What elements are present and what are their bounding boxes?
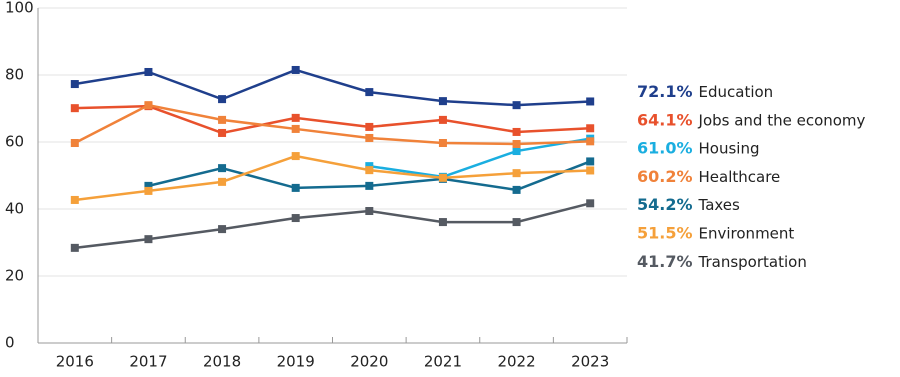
series-line (74, 103, 591, 146)
series-line (74, 202, 591, 250)
point-marker (512, 185, 521, 194)
point-marker (365, 88, 374, 97)
legend-value: 60.2% (637, 166, 693, 185)
series-line (74, 68, 591, 107)
y-tick-label: 60 (5, 133, 24, 151)
point-marker (291, 113, 300, 122)
legend-value: 72.1% (637, 82, 693, 101)
x-tick-label: 2023 (571, 353, 609, 371)
point-marker (218, 177, 227, 186)
legend-value: 64.1% (637, 110, 693, 129)
point-marker (291, 214, 300, 223)
point-marker (144, 67, 153, 76)
point-marker (586, 199, 595, 208)
legend-value: 41.7% (637, 251, 693, 270)
legend-label: Environment (699, 224, 795, 242)
point-marker (365, 133, 374, 142)
x-tick-label: 2022 (497, 353, 535, 371)
point-marker (365, 166, 374, 175)
point-marker (438, 173, 447, 182)
point-marker (291, 124, 300, 133)
point-marker (365, 162, 374, 171)
point-marker (70, 195, 79, 204)
point-marker (586, 97, 595, 106)
series-line (74, 104, 591, 135)
legend-entry: 51.5% Environment (637, 223, 794, 242)
point-marker (512, 101, 521, 110)
legend-label: Healthcare (699, 167, 781, 185)
point-marker (144, 235, 153, 244)
x-tick-label: 2021 (424, 353, 462, 371)
point-marker (586, 157, 595, 166)
point-marker (586, 137, 595, 146)
point-marker (218, 95, 227, 104)
point-marker (218, 128, 227, 137)
point-marker (438, 115, 447, 124)
x-tick-label: 2019 (277, 353, 315, 371)
point-marker (70, 80, 79, 89)
point-marker (218, 164, 227, 173)
point-marker (291, 183, 300, 192)
point-marker (218, 225, 227, 234)
x-tick-label: 2020 (350, 353, 388, 371)
y-tick-label: 40 (5, 200, 24, 218)
legend-label: Jobs and the economy (698, 111, 866, 129)
legend-value: 54.2% (637, 195, 693, 214)
legend-entry: 64.1% Jobs and the economy (637, 110, 866, 129)
legend-entry: 54.2% Taxes (637, 195, 740, 214)
point-marker (70, 243, 79, 252)
x-tick-label: 2017 (129, 353, 167, 371)
x-tick-label: 2018 (203, 353, 241, 371)
y-tick-label: 100 (5, 0, 34, 17)
point-marker (144, 186, 153, 195)
point-marker (512, 218, 521, 227)
point-marker (512, 140, 521, 149)
legend-label: Housing (699, 139, 760, 157)
y-tick-label: 80 (5, 66, 24, 84)
point-marker (291, 152, 300, 161)
legend-label: Transportation (698, 252, 807, 270)
legend-label: Taxes (698, 196, 741, 214)
legend-entry: 72.1% Education (637, 82, 773, 101)
x-tick-label: 2016 (56, 353, 94, 371)
legend-entry: 60.2% Healthcare (637, 166, 780, 185)
point-marker (70, 139, 79, 148)
point-marker (438, 218, 447, 227)
point-marker (291, 65, 300, 74)
point-marker (218, 115, 227, 124)
point-marker (144, 101, 153, 110)
series-line (369, 137, 591, 179)
point-marker (438, 97, 447, 106)
point-marker (365, 207, 374, 216)
point-marker (586, 124, 595, 133)
legend-entry: 61.0% Housing (637, 138, 760, 157)
legend-value: 51.5% (637, 223, 693, 242)
point-marker (586, 166, 595, 175)
legend-label: Education (699, 83, 774, 101)
point-marker (144, 181, 153, 190)
point-marker (365, 122, 374, 131)
point-marker (512, 127, 521, 136)
point-marker (365, 181, 374, 190)
series-line (74, 154, 591, 202)
point-marker (512, 169, 521, 178)
legend-value: 61.0% (637, 138, 693, 157)
y-tick-label: 20 (5, 267, 24, 285)
point-marker (512, 147, 521, 156)
legend-entry: 41.7% Transportation (637, 251, 807, 270)
y-tick-label: 0 (5, 334, 15, 352)
point-marker (70, 104, 79, 113)
point-marker (438, 139, 447, 148)
